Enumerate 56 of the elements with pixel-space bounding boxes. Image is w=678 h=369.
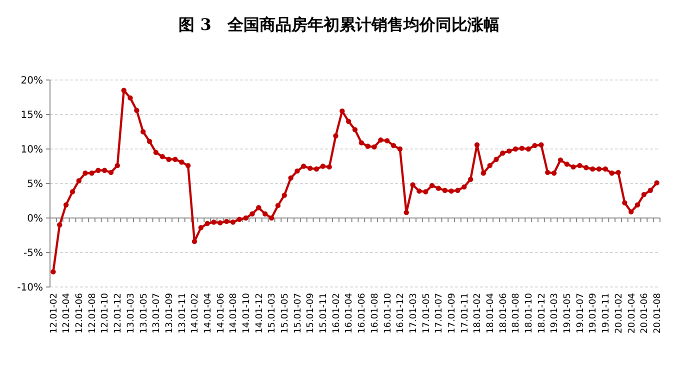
x-tick-label: 12.01-08 bbox=[88, 292, 98, 334]
x-tick-label: 15.01-09 bbox=[306, 292, 316, 334]
y-tick-label: 10% bbox=[20, 144, 43, 156]
x-tick-label: 14.01-10 bbox=[242, 292, 252, 334]
x-tick-label: 13.01-03 bbox=[126, 293, 136, 334]
x-tick-label: 15.01-05 bbox=[280, 293, 291, 334]
x-tick-label: 18.01-10 bbox=[524, 292, 535, 334]
x-tick-label: 14.01-02 bbox=[190, 293, 201, 334]
x-tick-label: 17.01-05 bbox=[422, 293, 432, 334]
x-tick-label: 15.01-07 bbox=[293, 293, 304, 334]
x-tick-label: 18.01-02 bbox=[473, 293, 484, 334]
y-tick-label: 20% bbox=[20, 76, 43, 86]
x-tick-label: 15.01-11 bbox=[319, 293, 330, 334]
x-tick-label: 16.01-12 bbox=[396, 293, 406, 334]
y-tick-label: 5% bbox=[27, 179, 43, 190]
x-tick-label: 16.01-10 bbox=[383, 292, 394, 334]
x-tick-label: 19.01-07 bbox=[576, 293, 586, 334]
chart-title: 图 3 全国商品房年初累计销售均价同比涨幅 bbox=[178, 15, 500, 34]
y-tick-label: 0% bbox=[27, 214, 43, 224]
x-tick-label: 12.01-02 bbox=[49, 293, 60, 334]
x-tick-label: 14.01-06 bbox=[216, 292, 226, 334]
x-tick-label: 19.01-03 bbox=[550, 293, 560, 334]
y-tick-label: 15% bbox=[20, 110, 43, 121]
x-tick-label: 16.01-04 bbox=[344, 292, 355, 334]
x-tick-label: 19.01-11 bbox=[602, 293, 612, 334]
x-tick-label: 18.01-06 bbox=[498, 292, 509, 334]
x-tick-label: 12.01-12 bbox=[114, 293, 124, 334]
x-tick-label: 12.01-04 bbox=[62, 292, 72, 334]
x-tick-label: 18.01-08 bbox=[512, 292, 522, 334]
x-tick-label: 13.01-09 bbox=[164, 292, 175, 334]
x-tick-label: 19.01-09 bbox=[588, 292, 599, 334]
x-tick-label: 18.01-12 bbox=[537, 293, 548, 334]
x-tick-label: 20.01-06 bbox=[640, 292, 650, 334]
x-tick-label: 18.01-04 bbox=[486, 292, 496, 334]
x-tick-label: 20.01-04 bbox=[627, 292, 638, 334]
x-tick-label: 15.01-03 bbox=[268, 293, 278, 334]
x-tick-label: 14.01-12 bbox=[254, 293, 265, 334]
x-tick-label: 17.01-09 bbox=[447, 292, 458, 334]
x-tick-label: 20.01-02 bbox=[614, 293, 624, 334]
x-tick-label: 13.01-11 bbox=[178, 293, 188, 334]
x-tick-label: 16.01-06 bbox=[358, 292, 368, 334]
x-tick-label: 13.01-07 bbox=[152, 293, 162, 334]
x-tick-label: 12.01-10 bbox=[100, 292, 111, 334]
x-tick-label: 14.01-04 bbox=[203, 292, 214, 334]
y-tick-label: -10% bbox=[17, 282, 43, 294]
x-tick-label: 16.01-02 bbox=[332, 293, 342, 334]
x-tick-label: 12.01-06 bbox=[75, 292, 86, 334]
x-tick-label: 17.01-03 bbox=[408, 293, 419, 334]
x-tick-label: 20.01-08 bbox=[652, 292, 663, 334]
x-tick-label: 17.01-07 bbox=[434, 293, 445, 334]
x-tick-label: 13.01-05 bbox=[139, 293, 150, 334]
y-tick-label: -5% bbox=[24, 248, 43, 259]
x-tick-label: 17.01-11 bbox=[460, 293, 470, 334]
x-tick-label: 19.01-05 bbox=[563, 293, 574, 334]
x-tick-label: 14.01-08 bbox=[229, 292, 240, 334]
x-tick-label: 16.01-08 bbox=[370, 292, 380, 334]
